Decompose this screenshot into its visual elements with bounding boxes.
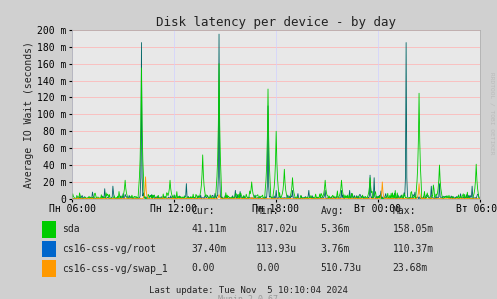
Title: Disk latency per device - by day: Disk latency per device - by day — [156, 16, 396, 29]
Text: 510.73u: 510.73u — [321, 263, 362, 273]
Text: 158.05m: 158.05m — [393, 224, 434, 234]
Text: 3.76m: 3.76m — [321, 244, 350, 254]
Text: 817.02u: 817.02u — [256, 224, 297, 234]
Text: 37.40m: 37.40m — [191, 244, 227, 254]
Text: 23.68m: 23.68m — [393, 263, 428, 273]
Text: Cur:: Cur: — [191, 206, 215, 216]
Text: 0.00: 0.00 — [191, 263, 215, 273]
Text: 5.36m: 5.36m — [321, 224, 350, 234]
Text: Avg:: Avg: — [321, 206, 344, 216]
Text: Max:: Max: — [393, 206, 416, 216]
Text: Last update: Tue Nov  5 10:10:04 2024: Last update: Tue Nov 5 10:10:04 2024 — [149, 286, 348, 295]
Text: cs16-css-vg/swap_1: cs16-css-vg/swap_1 — [62, 263, 168, 274]
Text: RRDTOOL / TOBI OETIKER: RRDTOOL / TOBI OETIKER — [490, 72, 495, 155]
Text: 0.00: 0.00 — [256, 263, 279, 273]
Text: 41.11m: 41.11m — [191, 224, 227, 234]
Y-axis label: Average IO Wait (seconds): Average IO Wait (seconds) — [24, 41, 34, 188]
Text: Min:: Min: — [256, 206, 279, 216]
Text: cs16-css-vg/root: cs16-css-vg/root — [62, 244, 156, 254]
Text: sda: sda — [62, 224, 80, 234]
Text: Munin 2.0.67: Munin 2.0.67 — [219, 295, 278, 299]
Text: 113.93u: 113.93u — [256, 244, 297, 254]
Text: 110.37m: 110.37m — [393, 244, 434, 254]
